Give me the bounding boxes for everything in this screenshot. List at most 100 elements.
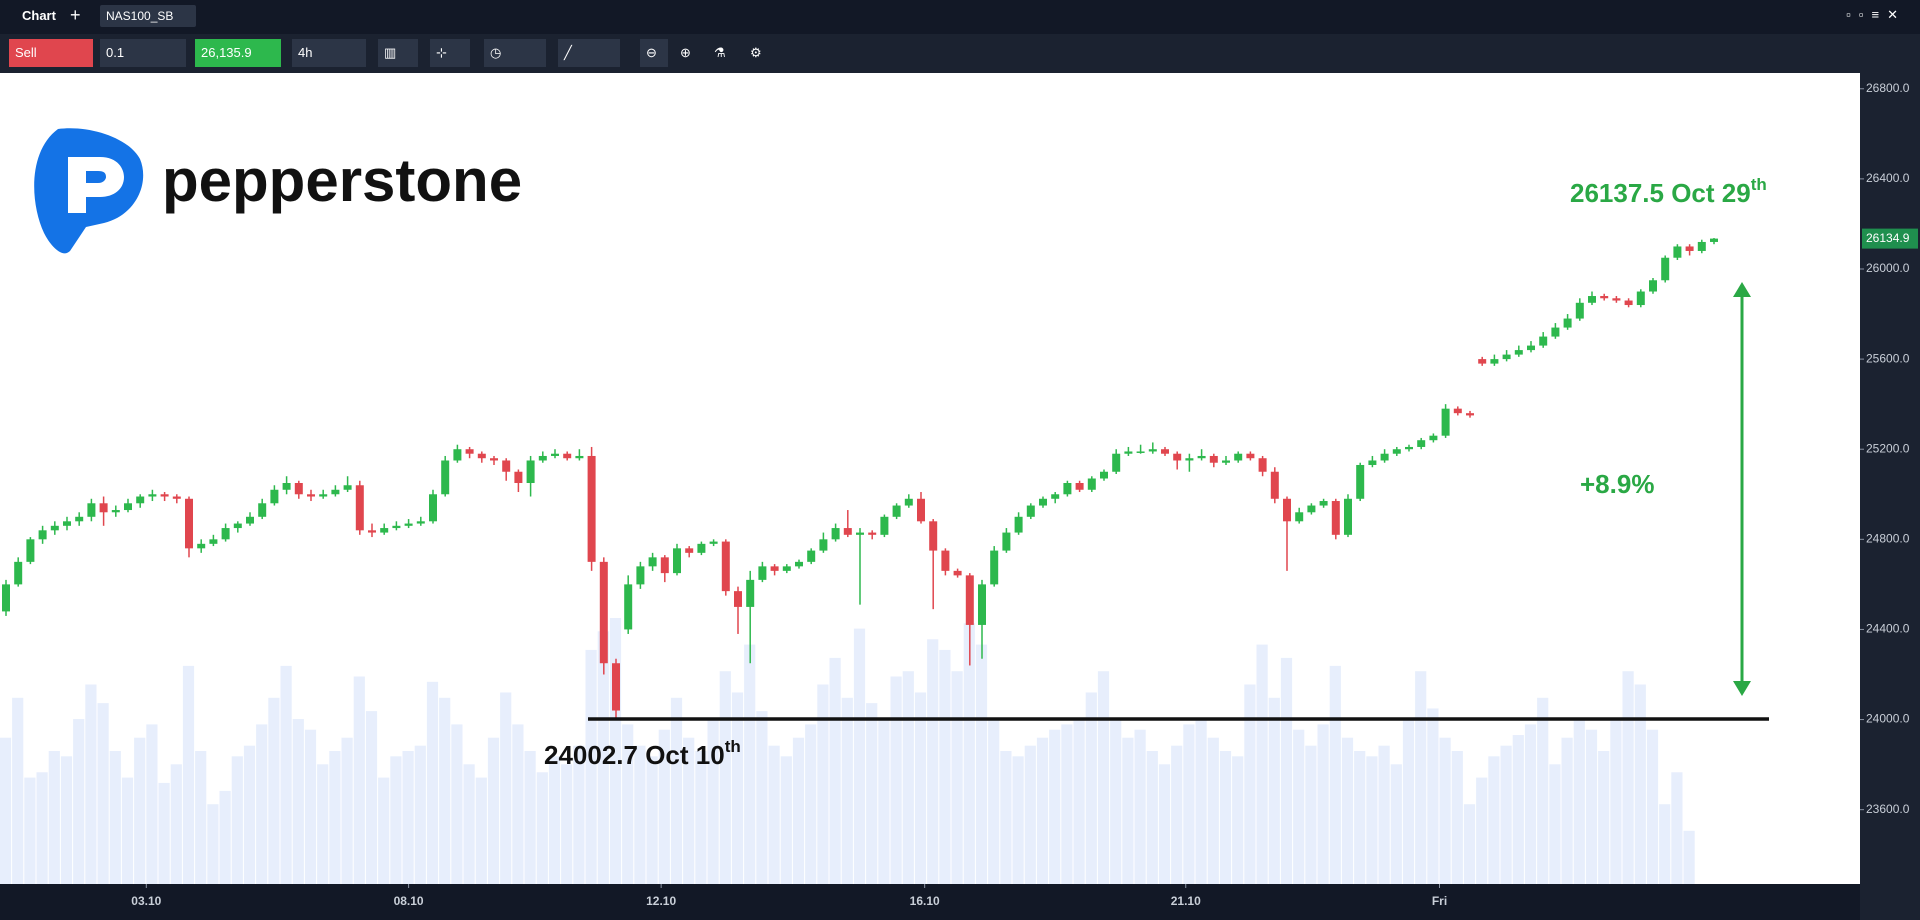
chart-type-button[interactable]: ▥ [378, 39, 418, 67]
zoom-in-button[interactable]: ⊕ [680, 45, 691, 60]
candle-body [929, 521, 938, 551]
candle-body [1063, 483, 1072, 495]
buy-button[interactable]: 26,135.9 Buy [195, 39, 281, 88]
volume-bar [1585, 729, 1598, 884]
volume-bar [378, 777, 390, 884]
symbol-field[interactable]: NAS100_SB [100, 5, 196, 27]
candle-body [246, 516, 254, 524]
volume-bar [36, 772, 48, 884]
candle-body [1295, 512, 1304, 522]
volume-bar [109, 751, 121, 884]
volume-bar [182, 665, 195, 884]
candle-body [746, 579, 755, 607]
candle-body [453, 449, 462, 461]
volume-bar [0, 737, 12, 884]
draw-button[interactable]: ╱ [558, 39, 620, 67]
chart-tab[interactable]: Chart [22, 8, 56, 23]
volume-bar [329, 751, 341, 884]
candle-body [1014, 516, 1023, 533]
x-tick-label: 21.10 [1171, 894, 1201, 908]
change-annotation: +8.9% [1580, 469, 1654, 499]
title-bar: Chart + NAS100_SB ▫▫≡✕ [0, 0, 1920, 34]
candle-body [392, 525, 401, 529]
candle-body [1356, 464, 1365, 499]
volume-bar [134, 737, 146, 884]
volume-bar [1183, 724, 1195, 884]
candle-body [1636, 291, 1645, 306]
candle-body [1136, 451, 1145, 453]
time-button[interactable]: ◷ [484, 39, 546, 67]
volume-bar [792, 737, 805, 884]
candle-body [14, 561, 23, 585]
high-annotation-text: 26137.5 Oct 29 [1570, 178, 1751, 208]
candle-body [1197, 455, 1206, 459]
zoom-out-button[interactable]: ⊖ [640, 39, 668, 67]
candle-body [1612, 298, 1621, 301]
y-tick-label: 26800.0 [1866, 81, 1910, 95]
candle-body [880, 516, 889, 535]
candle-body [404, 523, 413, 526]
volume-bar [1073, 719, 1085, 884]
volume-bar [1671, 772, 1683, 884]
lab-button[interactable]: ⚗ [714, 45, 726, 60]
candle-body [709, 541, 718, 544]
volume-bar [48, 751, 60, 884]
volume-bar [500, 692, 512, 884]
candle-body [1661, 257, 1670, 281]
volume-bar [12, 697, 24, 884]
logo-text: pepperstone [162, 147, 522, 214]
low-annotation: 24002.7 Oct 10th [544, 737, 741, 769]
y-tick-label: 26000.0 [1866, 261, 1910, 275]
y-tick-label: 26400.0 [1866, 171, 1910, 185]
volume-bar [1500, 745, 1512, 884]
candle-body [1258, 458, 1267, 472]
window-controls[interactable]: ▫▫≡✕ [1846, 7, 1906, 22]
candle-body [63, 521, 71, 526]
volume-bar [1049, 729, 1061, 884]
volume-bar [524, 751, 536, 884]
volume-bar [1402, 719, 1415, 884]
candle-body [1270, 471, 1279, 499]
candle-body [1563, 318, 1572, 328]
volume-bar [1036, 737, 1049, 884]
volume-bar [304, 729, 317, 884]
candle-body [734, 591, 742, 607]
candle-body [612, 663, 620, 711]
candle-body [1466, 413, 1474, 416]
candle-body [197, 543, 206, 549]
quantity-field[interactable]: 0.1 [100, 39, 186, 67]
y-tick-label: 25600.0 [1866, 351, 1910, 365]
candle-body [1039, 498, 1047, 506]
price-axis [1860, 73, 1920, 920]
volume-bar [1341, 737, 1354, 884]
volume-bar [866, 703, 878, 884]
volume-bar [475, 777, 487, 884]
timeframe-select[interactable]: 4h [292, 39, 366, 67]
candle-body [1307, 505, 1316, 513]
indicator-button[interactable]: ⊹ [430, 39, 470, 67]
candle-body [1624, 300, 1633, 306]
sell-button[interactable]: Sell 26,134.9 [9, 39, 93, 88]
settings-button[interactable]: ⚙ [750, 45, 762, 60]
candle-body [856, 532, 864, 535]
candle-body [136, 496, 145, 504]
candle-body [1344, 498, 1352, 535]
volume-bar [634, 745, 646, 884]
candle-body [1588, 296, 1596, 303]
candle-body [648, 557, 657, 567]
candle-body [1685, 246, 1694, 251]
volume-bar [365, 711, 378, 884]
volume-bar [390, 756, 402, 884]
volume-bar [353, 676, 365, 884]
time-axis [0, 884, 1860, 920]
volume-bar [853, 628, 866, 884]
volume-bar [414, 745, 426, 884]
high-annotation: 26137.5 Oct 29th [1570, 175, 1767, 207]
volume-bar [1524, 724, 1537, 884]
add-tab[interactable]: + [70, 5, 81, 25]
volume-bar [719, 671, 731, 884]
candle-body [111, 510, 120, 513]
volume-bar [1366, 756, 1378, 884]
volume-bar [121, 777, 134, 884]
